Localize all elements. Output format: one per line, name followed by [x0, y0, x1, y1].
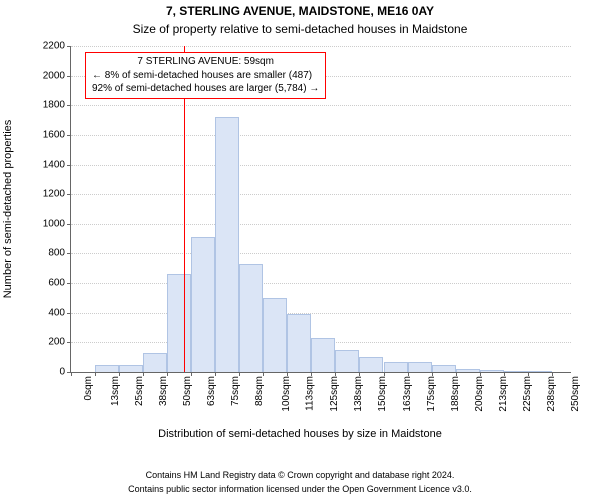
y-axis-label: Number of semi-detached properties: [2, 120, 14, 299]
xtick-label: 163sqm: [401, 376, 412, 412]
xtick-mark: [456, 372, 457, 376]
xtick-mark: [408, 372, 409, 376]
histogram-bar: [263, 298, 287, 372]
histogram-bar: [335, 350, 359, 372]
ytick-label: 1000: [43, 218, 71, 229]
ytick-label: 800: [48, 248, 71, 259]
histogram-bar: [311, 338, 335, 372]
histogram-bar: [191, 237, 215, 372]
histogram-bar: [528, 371, 552, 372]
histogram-bar: [408, 362, 432, 372]
gridline: [71, 313, 571, 314]
xtick-label: 138sqm: [353, 376, 364, 412]
xtick-mark: [167, 372, 168, 376]
xtick-mark: [480, 372, 481, 376]
xtick-label: 213sqm: [497, 376, 508, 412]
xtick-label: 200sqm: [473, 376, 484, 412]
histogram-bar: [456, 369, 480, 372]
xtick-mark: [528, 372, 529, 376]
xtick-mark: [119, 372, 120, 376]
xtick-label: 113sqm: [305, 376, 316, 411]
annotation-line: 92% of semi-detached houses are larger (…: [92, 82, 319, 96]
xtick-mark: [311, 372, 312, 376]
gridline: [71, 165, 571, 166]
histogram-bar: [359, 357, 383, 372]
xtick-label: 175sqm: [425, 376, 436, 412]
xtick-label: 50sqm: [182, 376, 193, 406]
xtick-mark: [384, 372, 385, 376]
xtick-mark: [71, 372, 72, 376]
histogram-bar: [480, 370, 504, 372]
ytick-label: 400: [48, 307, 71, 318]
annotation-line: ← 8% of semi-detached houses are smaller…: [92, 69, 319, 83]
histogram-bar: [432, 365, 456, 372]
xtick-label: 238sqm: [546, 376, 557, 412]
histogram-bar: [504, 371, 528, 372]
xtick-label: 88sqm: [254, 376, 265, 406]
xtick-label: 13sqm: [110, 376, 121, 406]
ytick-label: 600: [48, 278, 71, 289]
gridline: [71, 105, 571, 106]
plot-area: 0200400600800100012001400160018002000220…: [70, 46, 571, 373]
histogram-bar: [119, 365, 143, 372]
gridline: [71, 253, 571, 254]
xtick-mark: [239, 372, 240, 376]
xtick-label: 100sqm: [281, 376, 292, 412]
xtick-label: 63sqm: [206, 376, 217, 406]
histogram-bar: [95, 365, 119, 372]
ytick-label: 0: [59, 367, 71, 378]
ytick-label: 2200: [43, 41, 71, 52]
xtick-label: 250sqm: [570, 376, 581, 412]
xtick-label: 225sqm: [521, 376, 532, 412]
gridline: [71, 46, 571, 47]
xtick-label: 150sqm: [377, 376, 388, 412]
annotation-box: 7 STERLING AVENUE: 59sqm← 8% of semi-det…: [85, 52, 326, 99]
histogram-bar: [287, 314, 311, 372]
chart-container: 7, STERLING AVENUE, MAIDSTONE, ME16 0AY …: [0, 0, 600, 500]
histogram-bar: [143, 353, 167, 372]
xtick-mark: [191, 372, 192, 376]
gridline: [71, 283, 571, 284]
ytick-label: 2000: [43, 70, 71, 81]
histogram-bar: [167, 274, 191, 372]
footer-line-1: Contains HM Land Registry data © Crown c…: [0, 470, 600, 480]
xtick-label: 38sqm: [158, 376, 169, 406]
xtick-mark: [215, 372, 216, 376]
ytick-label: 1600: [43, 129, 71, 140]
xtick-mark: [504, 372, 505, 376]
chart-title-2: Size of property relative to semi-detach…: [0, 22, 600, 36]
histogram-bar: [239, 264, 263, 372]
footer-line-2: Contains public sector information licen…: [0, 484, 600, 494]
xtick-label: 125sqm: [329, 376, 340, 412]
gridline: [71, 224, 571, 225]
xtick-label: 0sqm: [83, 376, 94, 400]
xtick-mark: [552, 372, 553, 376]
chart-title-1: 7, STERLING AVENUE, MAIDSTONE, ME16 0AY: [0, 4, 600, 18]
gridline: [71, 135, 571, 136]
xtick-mark: [263, 372, 264, 376]
x-axis-label: Distribution of semi-detached houses by …: [0, 428, 600, 440]
xtick-label: 75sqm: [230, 376, 241, 406]
ytick-label: 1400: [43, 159, 71, 170]
ytick-label: 1200: [43, 189, 71, 200]
xtick-mark: [359, 372, 360, 376]
xtick-mark: [432, 372, 433, 376]
xtick-label: 188sqm: [449, 376, 460, 412]
annotation-line: 7 STERLING AVENUE: 59sqm: [92, 55, 319, 69]
ytick-label: 1800: [43, 100, 71, 111]
gridline: [71, 194, 571, 195]
histogram-bar: [215, 117, 239, 372]
ytick-label: 200: [48, 337, 71, 348]
xtick-mark: [335, 372, 336, 376]
xtick-mark: [143, 372, 144, 376]
xtick-mark: [95, 372, 96, 376]
xtick-label: 25sqm: [134, 376, 145, 406]
xtick-mark: [287, 372, 288, 376]
histogram-bar: [384, 362, 408, 372]
